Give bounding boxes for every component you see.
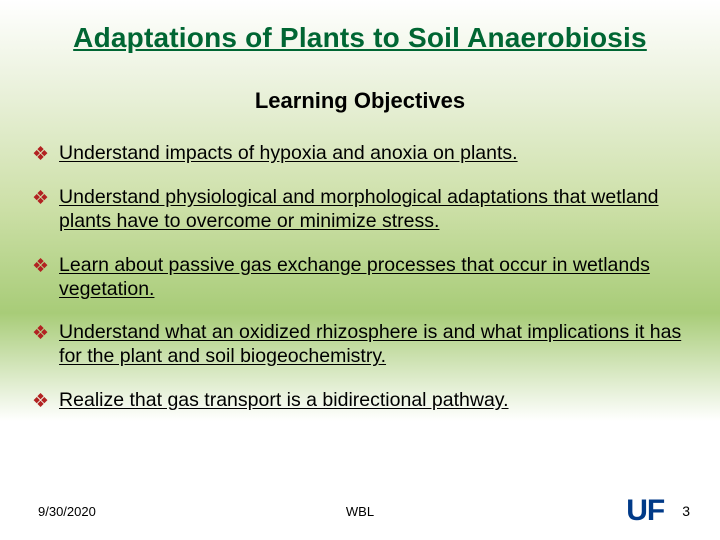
diamond-bullet-icon: ❖: [32, 322, 49, 345]
list-item: ❖ Understand impacts of hypoxia and anox…: [32, 142, 684, 166]
list-item: ❖ Realize that gas transport is a bidire…: [32, 389, 684, 413]
slide-subtitle: Learning Objectives: [30, 88, 690, 114]
slide-number: 3: [682, 503, 690, 519]
footer-date: 9/30/2020: [38, 504, 96, 519]
objective-text: Understand what an oxidized rhizosphere …: [59, 321, 684, 369]
footer-right-group: UF 3: [626, 496, 690, 526]
objective-text: Realize that gas transport is a bidirect…: [59, 389, 684, 413]
diamond-bullet-icon: ❖: [32, 143, 49, 166]
footer-center-label: WBL: [346, 504, 374, 519]
list-item: ❖ Understand what an oxidized rhizospher…: [32, 321, 684, 369]
slide-footer: 9/30/2020 WBL UF 3: [0, 496, 720, 526]
objective-text: Learn about passive gas exchange process…: [59, 254, 684, 302]
objectives-list: ❖ Understand impacts of hypoxia and anox…: [30, 142, 690, 413]
diamond-bullet-icon: ❖: [32, 390, 49, 413]
objective-text: Understand physiological and morphologic…: [59, 186, 684, 234]
slide-title: Adaptations of Plants to Soil Anaerobios…: [30, 22, 690, 54]
slide-container: Adaptations of Plants to Soil Anaerobios…: [0, 0, 720, 540]
diamond-bullet-icon: ❖: [32, 187, 49, 210]
objective-text: Understand impacts of hypoxia and anoxia…: [59, 142, 684, 166]
list-item: ❖ Understand physiological and morpholog…: [32, 186, 684, 234]
list-item: ❖ Learn about passive gas exchange proce…: [32, 254, 684, 302]
diamond-bullet-icon: ❖: [32, 255, 49, 278]
uf-logo-icon: UF: [626, 496, 664, 526]
